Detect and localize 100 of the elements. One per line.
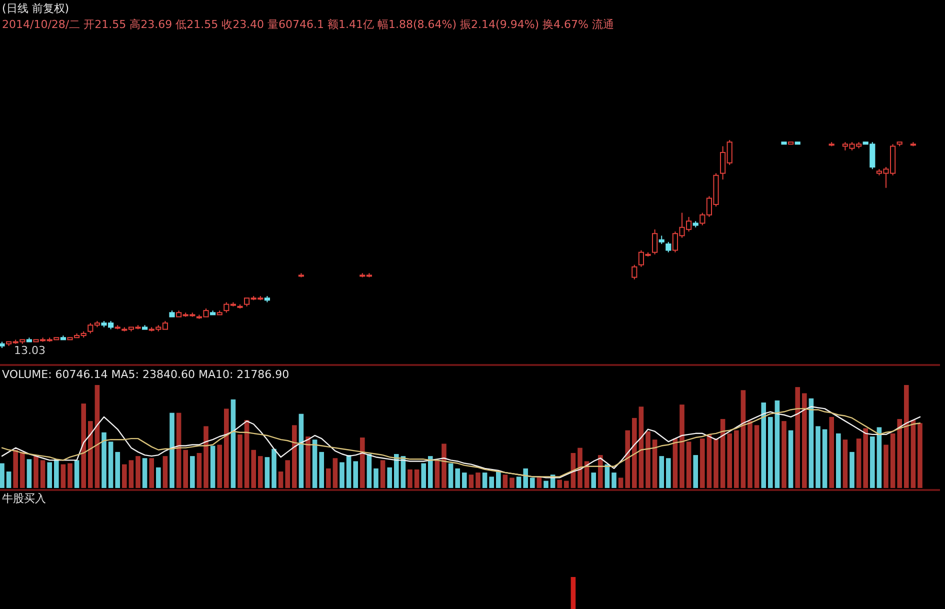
bar <box>761 402 766 488</box>
bar <box>40 460 46 488</box>
bar <box>258 456 263 488</box>
bar <box>632 418 637 488</box>
bar <box>910 420 916 488</box>
bar <box>646 431 650 488</box>
bar <box>870 436 875 488</box>
bar <box>142 458 148 488</box>
bar <box>224 408 229 488</box>
bar <box>340 462 344 488</box>
bar <box>720 418 726 488</box>
bar <box>156 467 161 488</box>
bar <box>489 476 494 488</box>
bar <box>638 406 644 488</box>
bar <box>884 444 888 488</box>
bar <box>482 472 488 488</box>
bar <box>842 440 848 488</box>
bar <box>448 463 454 488</box>
annotation: 13.03 <box>14 344 46 357</box>
bar <box>774 400 780 488</box>
bar <box>904 385 909 488</box>
bar <box>748 421 752 488</box>
bar <box>754 425 760 488</box>
bar <box>502 474 508 488</box>
bar <box>394 454 399 488</box>
chart-title: (日线 前复权) <box>2 2 70 15</box>
bar <box>183 450 188 488</box>
bar <box>81 404 86 488</box>
bar <box>170 412 174 488</box>
bar <box>26 459 32 488</box>
bar <box>149 458 154 488</box>
bar <box>238 434 242 488</box>
bar <box>496 472 501 488</box>
bar <box>204 426 208 488</box>
bar <box>802 393 807 488</box>
chart-title: 牛股买入 <box>2 492 46 505</box>
bar <box>836 433 841 488</box>
bar <box>217 444 222 488</box>
bar <box>102 432 106 488</box>
bar <box>727 433 732 488</box>
bar <box>380 460 386 488</box>
bar <box>768 416 773 488</box>
bar <box>706 434 712 488</box>
bar <box>652 440 658 488</box>
bar <box>278 472 284 488</box>
bar <box>808 398 814 488</box>
bar <box>788 430 794 488</box>
bar <box>468 474 474 488</box>
bar <box>6 472 12 488</box>
bar <box>442 444 446 488</box>
bar <box>476 472 480 488</box>
bar <box>210 446 216 488</box>
bar <box>122 464 127 488</box>
bar <box>740 390 746 488</box>
bar <box>346 455 352 488</box>
bar <box>672 438 678 488</box>
bar <box>68 463 72 488</box>
bar <box>897 418 902 488</box>
bar <box>918 423 922 488</box>
bar <box>408 469 412 488</box>
bar <box>686 442 692 488</box>
bar <box>816 426 820 488</box>
bar <box>326 468 331 488</box>
bar <box>564 480 569 488</box>
bar <box>319 452 324 488</box>
bar <box>591 472 596 488</box>
candlestick <box>652 228 658 255</box>
bar <box>374 468 378 488</box>
bar <box>523 468 528 488</box>
bar <box>455 468 460 488</box>
bar <box>462 472 467 488</box>
bar <box>312 440 318 488</box>
bar <box>60 464 66 488</box>
bar <box>428 456 433 488</box>
bar <box>795 387 800 488</box>
bar <box>516 476 522 488</box>
bar <box>366 454 372 488</box>
bar <box>693 455 698 488</box>
bar <box>734 430 739 488</box>
bar <box>544 480 548 488</box>
bar <box>414 469 420 488</box>
bar <box>360 438 365 488</box>
bar <box>190 456 195 488</box>
bar <box>666 458 671 488</box>
candlestick <box>666 241 672 253</box>
bar <box>74 460 80 488</box>
bar <box>108 442 114 488</box>
bar <box>196 452 202 488</box>
bar <box>387 467 392 488</box>
bar <box>306 436 310 488</box>
bar <box>272 448 276 488</box>
bar <box>700 438 705 488</box>
bar <box>244 420 250 488</box>
bar <box>434 460 440 488</box>
bar <box>530 478 535 488</box>
bar <box>822 429 828 488</box>
chart-subtitle: 2014/10/28/二 开21.55 高23.69 低21.55 收23.40 量60746.1 额1.41亿 幅1.88(8.64%) 振2.14(9.94%) 换4.67% 流通 <box>2 18 614 31</box>
bar <box>264 457 270 488</box>
candlestick <box>632 264 638 280</box>
bar <box>285 460 290 488</box>
